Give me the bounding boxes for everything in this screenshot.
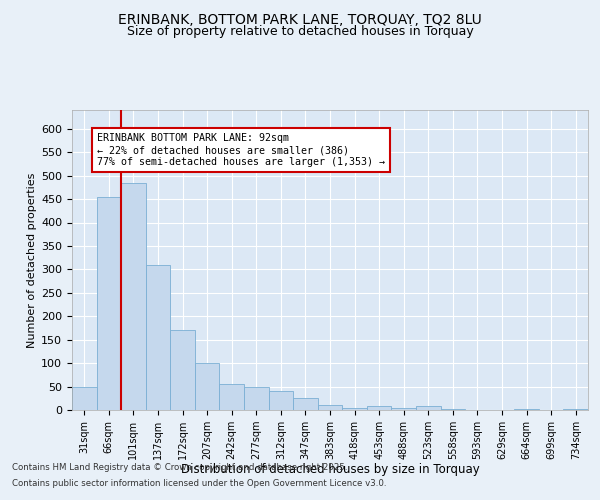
Bar — [72, 386, 97, 410]
Bar — [97, 196, 121, 410]
Bar — [563, 409, 588, 410]
Bar — [244, 386, 269, 410]
Bar — [220, 384, 244, 410]
Text: Contains public sector information licensed under the Open Government Licence v3: Contains public sector information licen… — [12, 478, 386, 488]
Bar — [121, 182, 146, 410]
Bar — [170, 330, 195, 410]
Bar — [146, 264, 170, 410]
Bar — [293, 398, 318, 410]
Bar — [318, 406, 342, 410]
Bar — [195, 363, 220, 410]
Bar — [514, 409, 539, 410]
Text: ERINBANK, BOTTOM PARK LANE, TORQUAY, TQ2 8LU: ERINBANK, BOTTOM PARK LANE, TORQUAY, TQ2… — [118, 12, 482, 26]
Bar — [342, 408, 367, 410]
Bar — [367, 406, 391, 410]
Y-axis label: Number of detached properties: Number of detached properties — [27, 172, 37, 348]
Text: Contains HM Land Registry data © Crown copyright and database right 2025.: Contains HM Land Registry data © Crown c… — [12, 464, 347, 472]
Bar — [416, 406, 440, 410]
Bar — [391, 408, 416, 410]
Bar — [440, 409, 465, 410]
Text: ERINBANK BOTTOM PARK LANE: 92sqm
← 22% of detached houses are smaller (386)
77% : ERINBANK BOTTOM PARK LANE: 92sqm ← 22% o… — [97, 134, 385, 166]
Bar — [269, 391, 293, 410]
X-axis label: Distribution of detached houses by size in Torquay: Distribution of detached houses by size … — [181, 464, 479, 476]
Text: Size of property relative to detached houses in Torquay: Size of property relative to detached ho… — [127, 25, 473, 38]
